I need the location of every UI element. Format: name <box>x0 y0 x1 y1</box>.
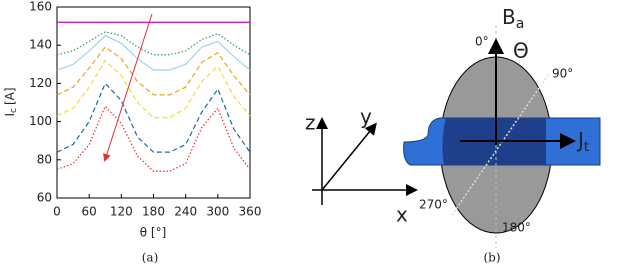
z-label: z <box>305 111 316 135</box>
diagram: z y x Ba Jt Θ 0° 90° 180° 270° <box>305 5 601 248</box>
series-line <box>56 82 251 153</box>
plot-frame <box>56 6 251 199</box>
x-axis-label: θ [°] <box>140 226 167 240</box>
y-tick-label: 100 <box>29 114 52 128</box>
y-tick-label: 60 <box>37 191 52 205</box>
x-label: x <box>396 203 408 227</box>
y-tick-label: 160 <box>29 0 52 14</box>
x-tick-label: 60 <box>82 205 97 219</box>
caption: (a) <box>142 251 159 265</box>
x-tick-label: 120 <box>110 205 133 219</box>
x-tick-label: 0 <box>53 205 61 219</box>
angle-guide <box>451 74 549 216</box>
field-sub: a <box>516 16 525 32</box>
x-tick-label: 360 <box>239 205 262 219</box>
x-tick-label: 300 <box>206 205 229 219</box>
series-line <box>56 34 251 71</box>
y-tick-label: 80 <box>37 152 52 166</box>
series-line <box>56 59 251 119</box>
caption: (b) <box>483 251 500 265</box>
angle-270: 270° <box>419 198 448 212</box>
current-label: Jt <box>576 128 589 155</box>
angle-90: 90° <box>552 67 573 81</box>
y-tick-label: 140 <box>29 38 52 52</box>
angle-180: 180° <box>502 221 531 235</box>
series-line <box>56 105 251 172</box>
y-label-sub: c <box>9 108 19 113</box>
series-line <box>56 46 251 96</box>
current-sub: t <box>584 140 589 155</box>
angle-label: Θ <box>513 39 529 63</box>
y-label-unit: [A] <box>3 87 17 105</box>
trend-arrow <box>103 13 153 162</box>
current-main: J <box>576 128 584 152</box>
y-label: y <box>360 105 372 129</box>
field-main: B <box>502 5 516 29</box>
y-axis-label: Ic [A] <box>3 87 19 116</box>
angle-0: 0° <box>475 35 489 49</box>
y-label-main: I <box>3 113 17 117</box>
series-line <box>56 31 251 56</box>
x-tick-label: 180 <box>142 205 165 219</box>
field-label: Ba <box>502 5 524 33</box>
y-tick-label: 120 <box>29 76 52 90</box>
y-axis <box>321 122 377 191</box>
x-tick-label: 240 <box>174 205 197 219</box>
